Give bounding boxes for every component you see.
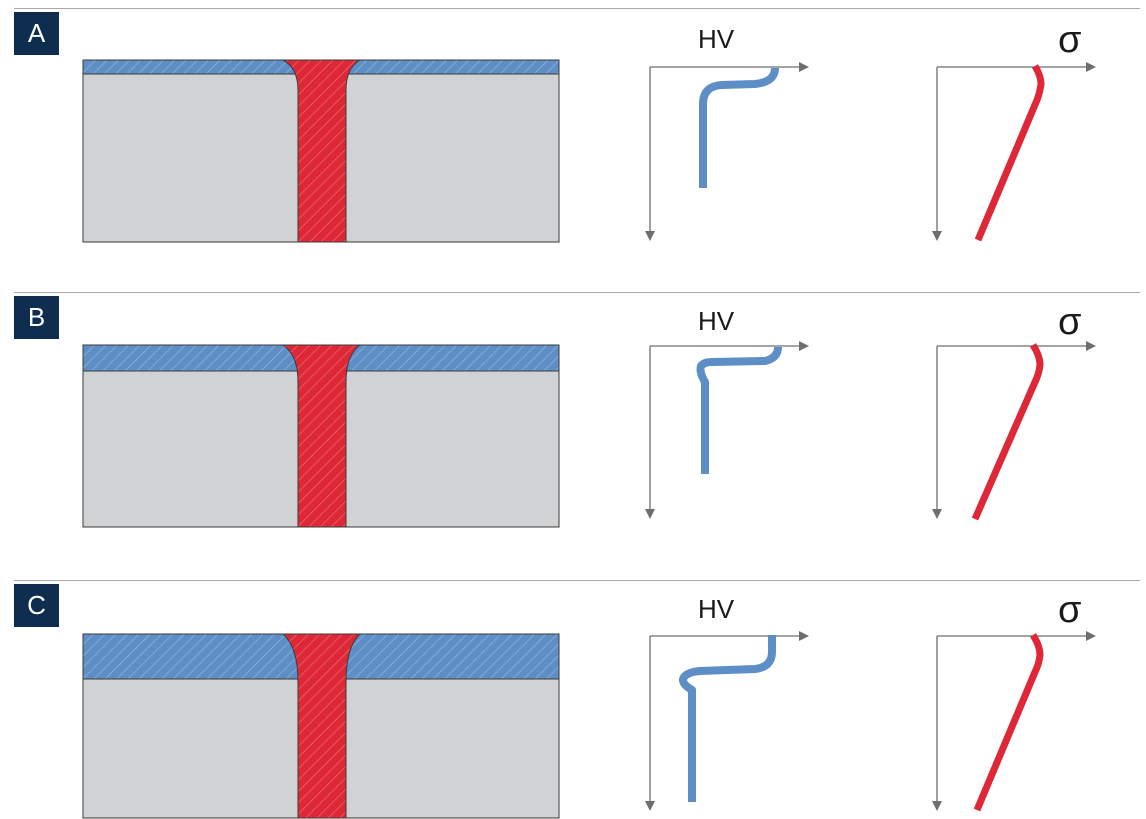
panel-divider (14, 8, 1140, 9)
panel-b-figure: HV σ (82, 301, 1096, 528)
hardness-graph: HV (645, 24, 809, 241)
panel-divider (14, 580, 1140, 581)
panel-a: A HV σ (0, 8, 1146, 288)
panel-c-figure: HV σ (82, 589, 1096, 819)
panel-c: C HV σ (0, 580, 1146, 819)
panel-b: B HV σ (0, 292, 1146, 576)
hv-axis-title: HV (698, 306, 735, 336)
panel-divider (14, 292, 1140, 293)
weld-seam (281, 344, 362, 528)
cross-section (82, 59, 560, 243)
hardness-graph: HV (645, 594, 809, 811)
arrow-down-icon (932, 509, 942, 519)
arrow-right-icon (1086, 341, 1096, 351)
panel-label: A (14, 12, 59, 55)
arrow-down-icon (932, 801, 942, 811)
arrow-right-icon (799, 631, 809, 641)
arrow-down-icon (645, 801, 655, 811)
stress-axis-title: σ (1058, 589, 1081, 631)
arrow-right-icon (1086, 631, 1096, 641)
stress-axis-title: σ (1058, 19, 1081, 61)
weld-seam (282, 59, 362, 243)
panel-label: C (14, 584, 59, 627)
stress-curve (973, 633, 1044, 812)
arrow-right-icon (799, 62, 809, 72)
arrow-right-icon (799, 341, 809, 351)
weld-seam (281, 633, 362, 819)
cross-section (82, 633, 560, 819)
arrow-down-icon (645, 509, 655, 519)
hardness-graph: HV (645, 306, 809, 519)
panel-a-figure: HV σ (82, 19, 1096, 243)
panel-label: B (14, 296, 59, 339)
stress-axis-title: σ (1058, 301, 1081, 343)
stress-graph: σ (932, 589, 1096, 812)
stress-graph: σ (932, 19, 1096, 242)
stress-curve (971, 343, 1044, 521)
hv-axis-title: HV (698, 594, 735, 624)
hv-curve (699, 67, 779, 188)
cross-section (82, 344, 560, 528)
stress-curve (974, 64, 1045, 242)
hv-curve (696, 346, 782, 474)
stress-graph: σ (932, 301, 1096, 521)
hv-axis-title: HV (698, 24, 735, 54)
arrow-right-icon (1086, 62, 1096, 72)
arrow-down-icon (932, 231, 942, 241)
hv-curve (679, 635, 776, 802)
arrow-down-icon (645, 231, 655, 241)
